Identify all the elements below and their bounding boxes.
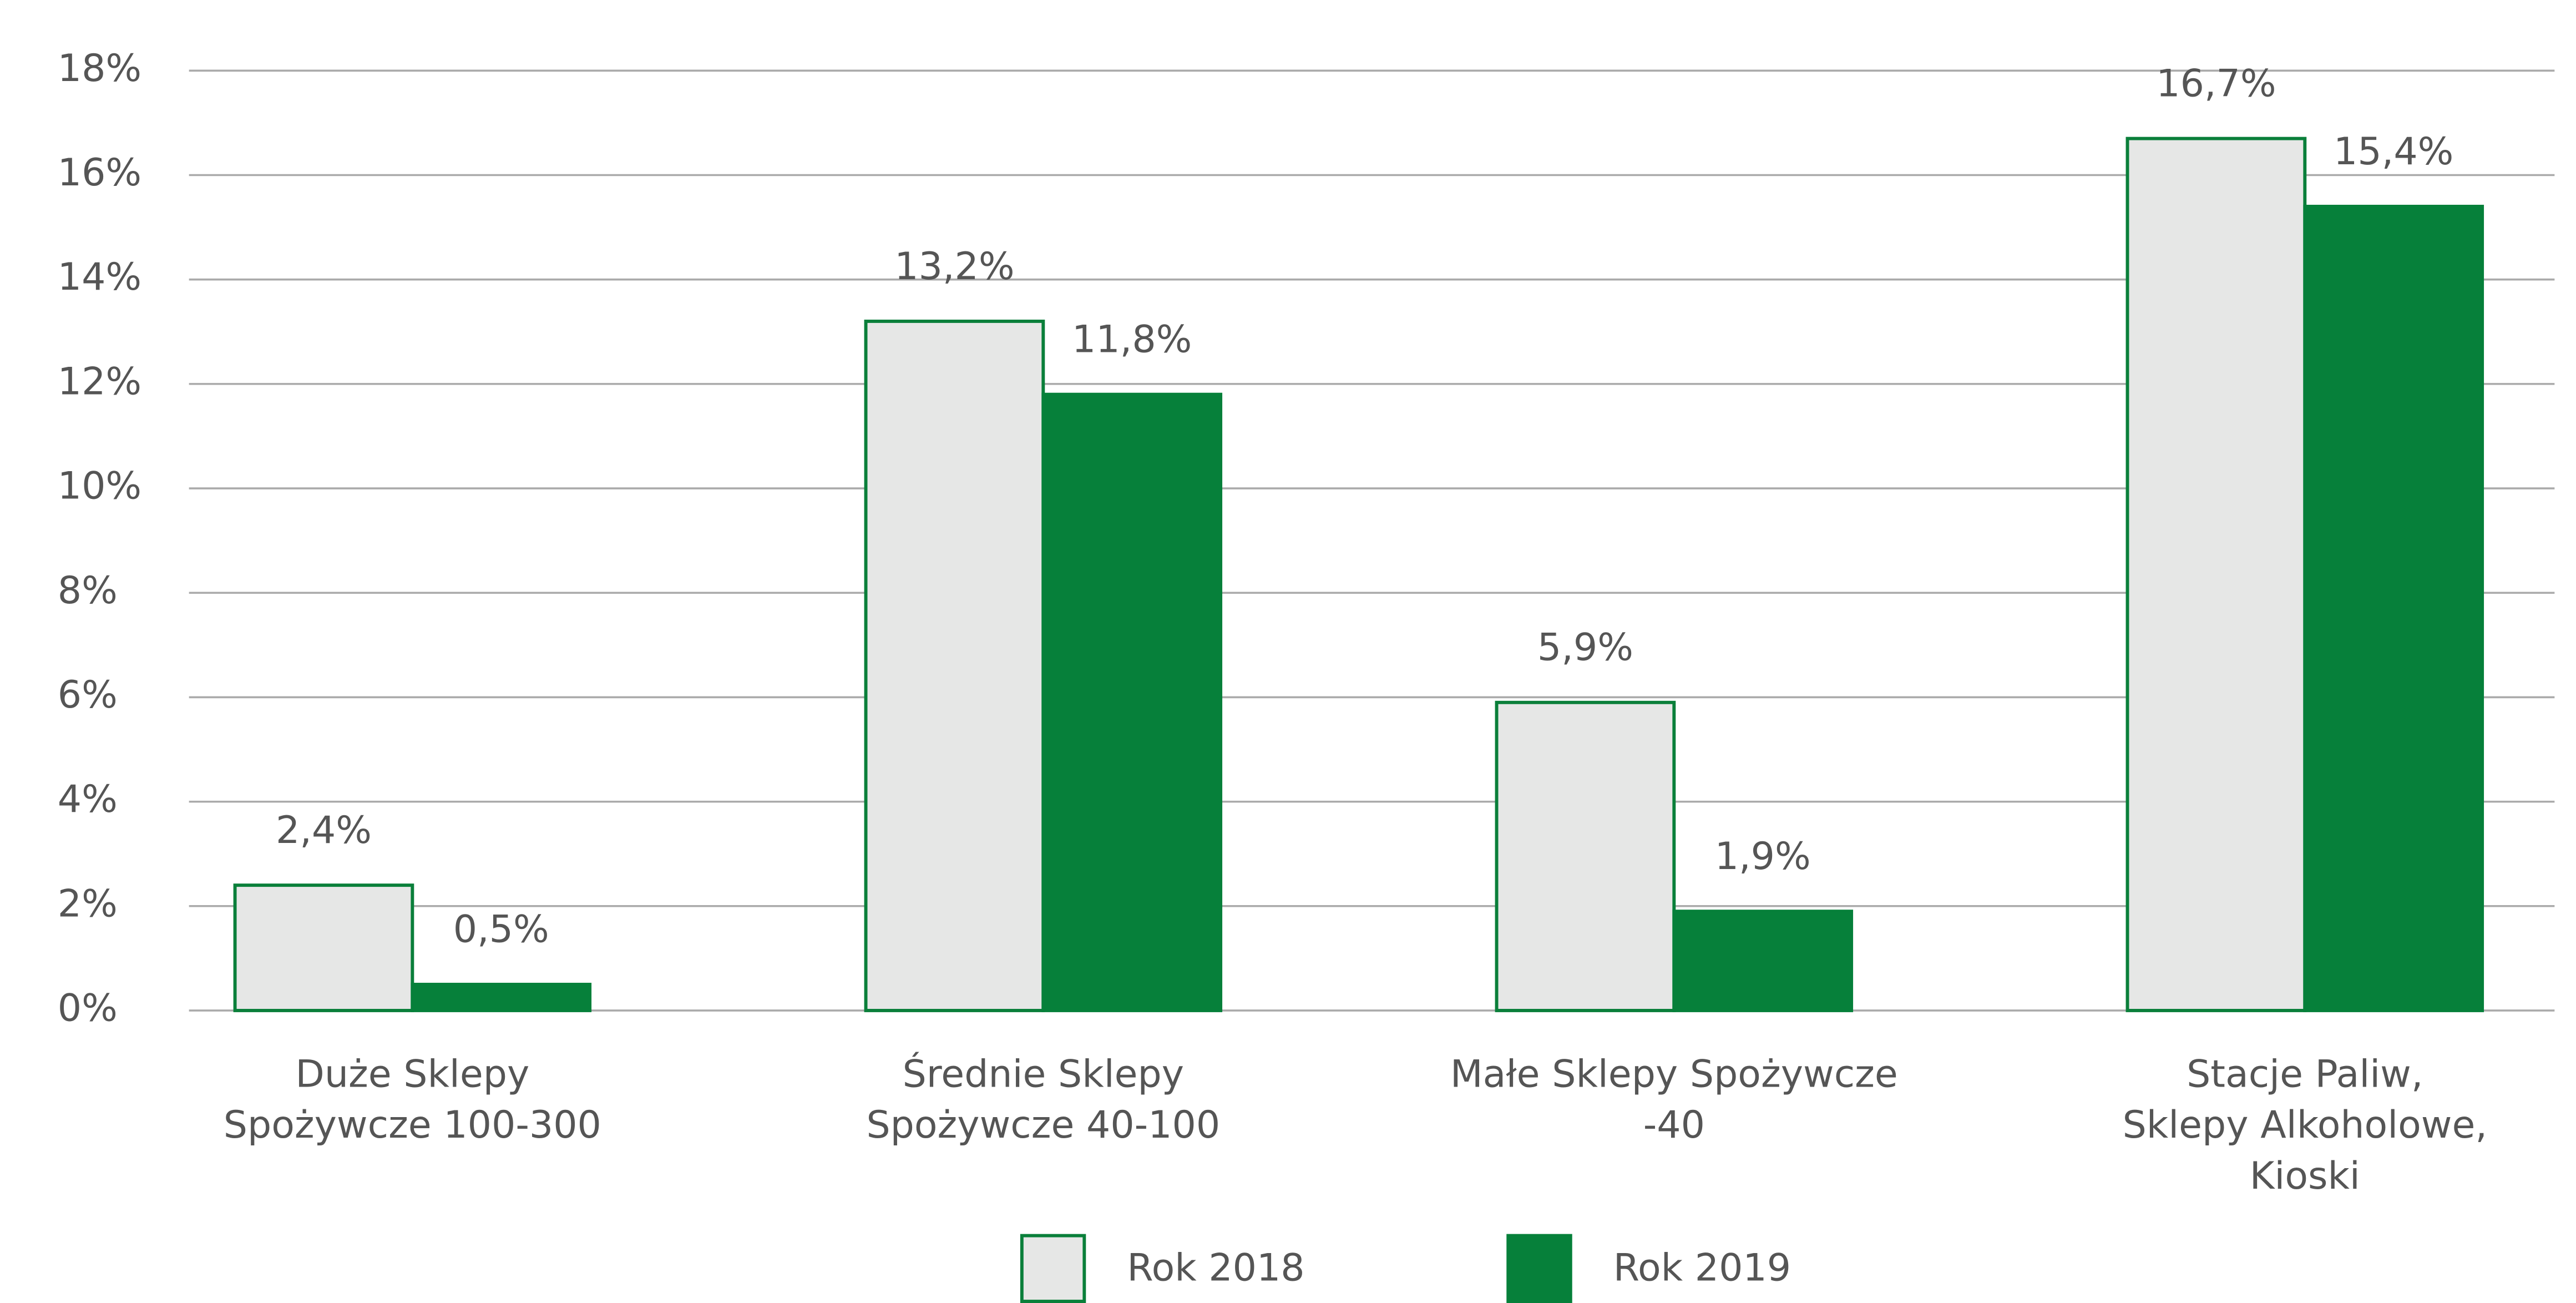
y-tick-label: 12%: [58, 360, 141, 403]
bar: [1041, 392, 1223, 1012]
x-tick-label: Duże Sklepy Spożywcze 100-300: [224, 1052, 601, 1147]
value-label: 0,5%: [453, 908, 549, 952]
value-label: 2,4%: [276, 809, 372, 852]
y-tick-label: 14%: [58, 255, 141, 299]
bar: [1495, 700, 1676, 1012]
x-tick-label: Średnie Sklepy Spożywcze 40-100: [866, 1052, 1220, 1147]
y-tick-label: 6%: [58, 673, 118, 717]
y-tick-label: 4%: [58, 777, 118, 821]
value-label: 16,7%: [2156, 62, 2276, 105]
legend-label: Rok 2018: [1127, 1246, 1304, 1290]
bar: [864, 319, 1045, 1012]
bar: [2303, 204, 2484, 1012]
y-tick-label: 18%: [58, 47, 141, 90]
y-tick-label: 0%: [58, 987, 118, 1031]
value-label: 15,4%: [2334, 130, 2453, 174]
x-tick-label: Stacje Paliw, Sklepy Alkoholowe, Kioski: [2123, 1052, 2487, 1198]
value-label: 11,8%: [1072, 317, 1192, 361]
y-tick-label: 2%: [58, 882, 118, 926]
x-tick-label: Małe Sklepy Spożywcze -40: [1450, 1052, 1898, 1147]
y-tick-label: 8%: [58, 569, 118, 613]
value-label: 1,9%: [1715, 835, 1811, 878]
value-label: 5,9%: [1537, 626, 1633, 670]
legend-swatch: [1506, 1234, 1572, 1303]
bar: [1672, 910, 1854, 1012]
legend-swatch: [1020, 1234, 1086, 1303]
y-tick-label: 10%: [58, 464, 141, 508]
bar: [233, 883, 414, 1012]
bar: [2125, 137, 2307, 1012]
bar: [411, 982, 592, 1012]
y-tick-label: 16%: [58, 151, 141, 195]
legend-label: Rok 2019: [1613, 1246, 1791, 1290]
value-label: 13,2%: [894, 245, 1014, 289]
